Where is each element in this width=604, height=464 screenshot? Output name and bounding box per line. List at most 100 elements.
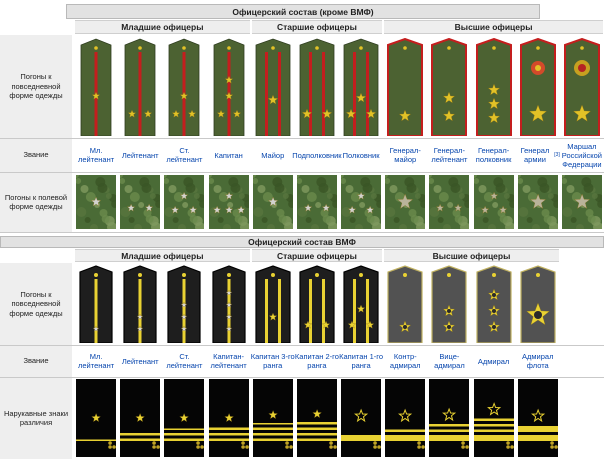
rank-name-link[interactable]: Мл. лейтенант xyxy=(74,138,118,172)
rank-name-link[interactable]: Капитан-лейтенант xyxy=(207,345,251,377)
rank-name[interactable]: Капитан-лейтенант xyxy=(210,352,247,370)
button-icon xyxy=(315,46,319,50)
button-icon xyxy=(284,445,289,449)
row-label-rank: Звание xyxy=(0,138,72,172)
rank-name-link[interactable]: Ст. лейтенант xyxy=(162,138,206,172)
rank-name-link[interactable]: Контр-адмирал xyxy=(383,345,427,377)
button-icon xyxy=(182,273,187,277)
star-icon xyxy=(224,91,233,100)
sleeve-stripe xyxy=(252,427,293,430)
rank-name[interactable]: Ст. лейтенант xyxy=(166,352,203,370)
rank-name[interactable]: Лейтенант xyxy=(121,150,159,160)
button-icon xyxy=(491,273,496,277)
rank-name-link[interactable]: Ст. лейтенант xyxy=(162,345,206,377)
button-icon xyxy=(509,445,514,449)
star-icon xyxy=(223,413,234,422)
star-icon xyxy=(180,91,189,100)
star-icon xyxy=(303,320,313,329)
group-header: Младшие офицеры xyxy=(75,249,250,262)
star-icon xyxy=(216,109,225,118)
button-icon xyxy=(403,273,408,277)
rank-name[interactable]: Генерал-майор xyxy=(389,146,421,164)
button-icon xyxy=(196,445,201,449)
button-icon xyxy=(226,46,231,50)
rank-name-link[interactable]: Лейтенант xyxy=(118,138,162,172)
star-icon xyxy=(225,313,232,320)
army-shoulder-board-icon xyxy=(431,38,468,136)
sleeve-stripe xyxy=(473,429,514,432)
sleeve-insignia-icon xyxy=(120,379,161,457)
rank-name-link[interactable]: Адмирал xyxy=(472,345,516,377)
button-icon xyxy=(417,445,422,449)
rank-name-link[interactable]: Капитан 2-го ранга xyxy=(295,345,339,377)
stripe xyxy=(308,279,312,343)
rank-name[interactable]: Адмирал xyxy=(477,356,510,366)
button-icon xyxy=(461,445,466,449)
button-icon xyxy=(270,273,275,277)
rank-name[interactable]: Полковник xyxy=(342,150,380,160)
rank-name[interactable]: Подполковник xyxy=(292,150,342,160)
rank-name[interactable]: Вице-адмирал xyxy=(434,352,465,370)
star-icon xyxy=(365,320,375,329)
rank-name-link[interactable]: Генерал-полковник xyxy=(472,138,516,172)
rank-name-link[interactable]: Адмирал флота xyxy=(516,345,560,377)
field-shoulder-board-icon xyxy=(385,175,426,229)
star-icon xyxy=(321,320,331,329)
star-icon xyxy=(480,205,489,214)
star-icon xyxy=(179,413,190,422)
rank-name-link[interactable]: Генерал-лейтенант xyxy=(427,138,471,172)
rank-name-link[interactable]: Мл. лейтенант xyxy=(74,345,118,377)
button-icon xyxy=(112,445,116,449)
button-icon xyxy=(156,445,161,449)
rank-name[interactable]: Мл. лейтенант xyxy=(78,352,115,370)
row-label-rank: Звание xyxy=(0,345,72,377)
star-icon xyxy=(268,312,277,321)
sleeve-stripe xyxy=(429,429,470,432)
rank-name-link[interactable]: Генерал-майор xyxy=(383,138,427,172)
rank-name[interactable]: Капитан 2-го ранга xyxy=(294,352,339,370)
navy-shoulder-board-icon xyxy=(299,265,335,343)
button-icon xyxy=(94,46,98,50)
rank-name-link[interactable]: Капитан xyxy=(207,138,251,172)
row-divider xyxy=(0,172,604,173)
star-icon xyxy=(180,191,189,200)
rank-name[interactable]: Лейтенант xyxy=(121,356,159,366)
button-icon xyxy=(549,445,554,449)
rank-name[interactable]: Мл. лейтенант xyxy=(78,146,115,164)
button-icon xyxy=(240,445,245,449)
rank-name[interactable]: Контр-адмирал xyxy=(389,352,421,370)
rank-name-link[interactable]: Капитан 1-го ранга xyxy=(339,345,383,377)
rank-name-link[interactable]: Подполковник xyxy=(292,138,342,172)
rank-name-link[interactable]: Капитан 3-го ранга xyxy=(251,345,295,377)
rank-name[interactable]: Капитан 1-го ранга xyxy=(339,352,384,370)
footnote-ref[interactable]: [3] xyxy=(554,151,560,158)
rank-name[interactable]: Ст. лейтенант xyxy=(166,146,203,164)
stripe xyxy=(264,52,268,136)
rank-name-link[interactable]: Маршал Российской Федерации xyxy=(560,138,604,172)
field-shoulder-board-icon xyxy=(164,175,205,229)
star-icon xyxy=(489,191,498,200)
row-divider xyxy=(0,232,604,233)
rank-name-link[interactable]: Полковник xyxy=(339,138,383,172)
rank-name-link[interactable]: Лейтенант xyxy=(118,345,162,377)
rank-name[interactable]: Генерал-лейтенант xyxy=(431,146,468,164)
button-icon xyxy=(373,441,377,445)
rank-name[interactable]: Генерал-полковник xyxy=(475,146,512,164)
rank-name[interactable]: Майор xyxy=(261,150,285,160)
group-header: Высшие офицеры xyxy=(384,249,559,262)
rank-name-link[interactable]: Майор xyxy=(251,138,295,172)
rank-name[interactable]: Капитан 3-го ранга xyxy=(250,352,295,370)
army-shoulder-board-icon xyxy=(387,38,424,136)
rank-name[interactable]: Маршал Российской Федерации xyxy=(561,141,602,169)
rank-name-link[interactable]: Вице-адмирал xyxy=(427,345,471,377)
rank-name[interactable]: Адмирал флота xyxy=(522,352,554,370)
stripe xyxy=(366,279,369,343)
star-icon xyxy=(267,196,278,207)
rank-name[interactable]: Капитан xyxy=(214,150,243,160)
rank-name[interactable]: Генерал армии xyxy=(520,146,550,164)
section-title-navy: Офицерский состав ВМФ xyxy=(0,236,604,248)
rank-name-link[interactable]: Генерал армии [3] xyxy=(516,138,560,172)
row-divider xyxy=(0,138,604,139)
field-shoulder-board-icon xyxy=(296,175,337,229)
stripe xyxy=(366,52,369,136)
